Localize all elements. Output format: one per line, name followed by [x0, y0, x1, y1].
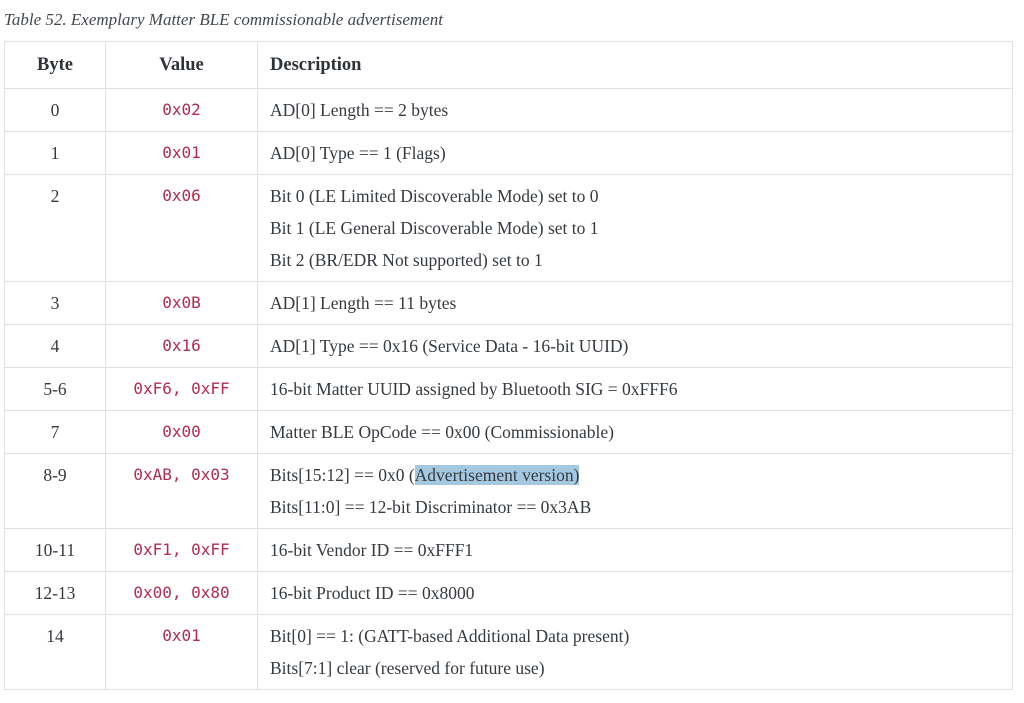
- description-text: AD[1] Type == 0x16 (Service Data - 16-bi…: [270, 336, 629, 356]
- description-line: Bit 1 (LE General Discoverable Mode) set…: [270, 212, 1000, 244]
- value-cell: 0x0B: [105, 281, 258, 325]
- value-cell: 0x00: [105, 410, 258, 454]
- column-header-byte: Byte: [4, 41, 106, 89]
- description-text: Bit 1 (LE General Discoverable Mode) set…: [270, 218, 599, 238]
- description-text: AD[0] Length == 2 bytes: [270, 100, 449, 120]
- value-cell: 0xF1, 0xFF: [105, 528, 258, 572]
- description-cell: 16-bit Matter UUID assigned by Bluetooth…: [257, 367, 1013, 411]
- description-text: 16-bit Matter UUID assigned by Bluetooth…: [270, 379, 678, 399]
- byte-cell: 12-13: [4, 571, 106, 615]
- table-row: 8-9 0xAB, 0x03 Bits[15:12] == 0x0 (Adverti…: [4, 453, 1013, 529]
- description-cell: 16-bit Product ID == 0x8000: [257, 571, 1013, 615]
- description-cell: Bit 0 (LE Limited Discoverable Mode) set…: [257, 174, 1013, 282]
- description-line: Bit 2 (BR/EDR Not supported) set to 1: [270, 244, 1000, 276]
- description-line: Bit 0 (LE Limited Discoverable Mode) set…: [270, 180, 1000, 212]
- description-line: Bits[7:1] clear (reserved for future use…: [270, 652, 1000, 684]
- value-cell: 0x00, 0x80: [105, 571, 258, 615]
- description-line: AD[0] Length == 2 bytes: [270, 94, 1000, 126]
- description-cell: AD[0] Length == 2 bytes: [257, 88, 1013, 132]
- description-text: Bit[0] == 1: (GATT-based Additional Data…: [270, 626, 630, 646]
- value-cell: 0x01: [105, 614, 258, 690]
- description-cell: AD[1] Length == 11 bytes: [257, 281, 1013, 325]
- table-row: 5-6 0xF6, 0xFF 16-bit Matter UUID assigned…: [4, 367, 1013, 411]
- value-cell: 0x16: [105, 324, 258, 368]
- description-line: Bits[11:0] == 12-bit Discriminator == 0x…: [270, 491, 1000, 523]
- description-line: AD[1] Length == 11 bytes: [270, 287, 1000, 319]
- column-header-description: Description: [257, 41, 1013, 89]
- table-row: 2 0x06 Bit 0 (LE Limited Discoverable Mode…: [4, 174, 1013, 282]
- table-row: 14 0x01 Bit[0] == 1: (GATT-based Additiona…: [4, 614, 1013, 690]
- description-line: Bits[15:12] == 0x0 (Advertisement versio…: [270, 459, 1000, 491]
- byte-cell: 0: [4, 88, 106, 132]
- value-cell: 0x06: [105, 174, 258, 282]
- ble-advertisement-table: Byte Value Description 0 0x02 AD[0] Length…: [4, 41, 1013, 690]
- description-cell: Bit[0] == 1: (GATT-based Additional Data…: [257, 614, 1013, 690]
- byte-cell: 3: [4, 281, 106, 325]
- description-line: 16-bit Product ID == 0x8000: [270, 577, 1000, 609]
- table-row: 0 0x02 AD[0] Length == 2 bytes: [4, 88, 1013, 132]
- byte-cell: 1: [4, 131, 106, 175]
- description-line: 16-bit Matter UUID assigned by Bluetooth…: [270, 373, 1000, 405]
- value-cell: 0x02: [105, 88, 258, 132]
- description-text: AD[0] Type == 1 (Flags): [270, 143, 446, 163]
- table-row: 3 0x0B AD[1] Length == 11 bytes: [4, 281, 1013, 325]
- description-cell: AD[1] Type == 0x16 (Service Data - 16-bi…: [257, 324, 1013, 368]
- description-text: 16-bit Product ID == 0x8000: [270, 583, 475, 603]
- table-row: 12-13 0x00, 0x80 16-bit Product ID == 0x80…: [4, 571, 1013, 615]
- description-text: Bit 0 (LE Limited Discoverable Mode) set…: [270, 186, 599, 206]
- description-text: 16-bit Vendor ID == 0xFFF1: [270, 540, 474, 560]
- value-cell: 0x01: [105, 131, 258, 175]
- table-caption: Table 52. Exemplary Matter BLE commissio…: [4, 10, 443, 29]
- table-row: 7 0x00 Matter BLE OpCode == 0x00 (Commissi…: [4, 410, 1013, 454]
- value-cell: 0xAB, 0x03: [105, 453, 258, 529]
- table-body: 0 0x02 AD[0] Length == 2 bytes 1 0x01 AD[0] T…: [4, 88, 1013, 690]
- column-header-value: Value: [105, 41, 258, 89]
- description-text: Bits[15:12] == 0x0 (: [270, 465, 415, 485]
- description-text: Matter BLE OpCode == 0x00 (Commissionabl…: [270, 422, 614, 442]
- description-line: Bit[0] == 1: (GATT-based Additional Data…: [270, 620, 1000, 652]
- byte-cell: 2: [4, 174, 106, 282]
- table-header-row: Byte Value Description: [4, 41, 1013, 89]
- byte-cell: 7: [4, 410, 106, 454]
- byte-cell: 10-11: [4, 528, 106, 572]
- description-text: Bits[11:0] == 12-bit Discriminator == 0x…: [270, 497, 592, 517]
- table-row: 4 0x16 AD[1] Type == 0x16 (Service Data - …: [4, 324, 1013, 368]
- description-cell: Matter BLE OpCode == 0x00 (Commissionabl…: [257, 410, 1013, 454]
- table-row: 10-11 0xF1, 0xFF 16-bit Vendor ID == 0xFFF…: [4, 528, 1013, 572]
- description-text: Bit 2 (BR/EDR Not supported) set to 1: [270, 250, 543, 270]
- description-cell: 16-bit Vendor ID == 0xFFF1: [257, 528, 1013, 572]
- value-cell: 0xF6, 0xFF: [105, 367, 258, 411]
- byte-cell: 5-6: [4, 367, 106, 411]
- description-line: AD[1] Type == 0x16 (Service Data - 16-bi…: [270, 330, 1000, 362]
- selection-highlight: Advertisement version): [414, 465, 580, 485]
- table-row: 1 0x01 AD[0] Type == 1 (Flags): [4, 131, 1013, 175]
- description-line: Matter BLE OpCode == 0x00 (Commissionabl…: [270, 416, 1000, 448]
- description-cell: Bits[15:12] == 0x0 (Advertisement versio…: [257, 453, 1013, 529]
- description-cell: AD[0] Type == 1 (Flags): [257, 131, 1013, 175]
- description-text: Bits[7:1] clear (reserved for future use…: [270, 658, 545, 678]
- description-text: AD[1] Length == 11 bytes: [270, 293, 457, 313]
- byte-cell: 14: [4, 614, 106, 690]
- description-line: 16-bit Vendor ID == 0xFFF1: [270, 534, 1000, 566]
- description-line: AD[0] Type == 1 (Flags): [270, 137, 1000, 169]
- byte-cell: 8-9: [4, 453, 106, 529]
- byte-cell: 4: [4, 324, 106, 368]
